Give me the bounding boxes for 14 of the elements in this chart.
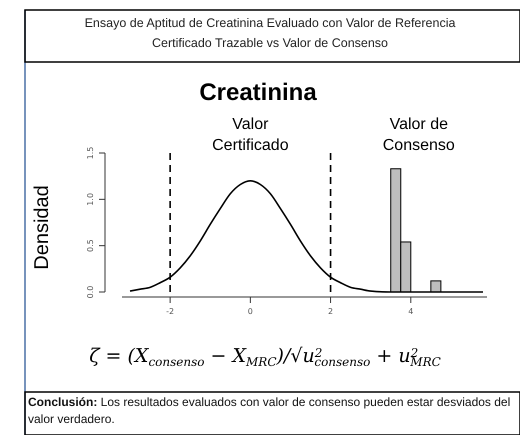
x-tick-label: 0: [248, 307, 253, 316]
x-tick-label: -2: [166, 307, 174, 316]
y-tick-label: 0.5: [86, 239, 95, 252]
annotation: Valor de Consenso: [382, 116, 455, 154]
y-axis-title: Densidad: [31, 185, 53, 270]
y-tick-label: 0.0: [86, 286, 95, 298]
annotation: Valor Certificado: [212, 116, 289, 154]
x-tick-label: 2: [328, 307, 334, 316]
y-tick-label: 1.0: [86, 192, 95, 206]
text: Conclusión: Los resultados evaluados con valor de consenso pueden estar desviados del valor verdadero.: [28, 394, 512, 428]
chart-subtitle: Creatinina: [199, 79, 318, 106]
chart-title: Ensayo de Aptitud de Creatinina Evaluado con Valor de Referencia Certificado Trazable vs Valor de Consenso: [84, 15, 456, 52]
y-tick-label: 1.5: [86, 146, 95, 160]
x-tick-label: 4: [408, 307, 414, 316]
